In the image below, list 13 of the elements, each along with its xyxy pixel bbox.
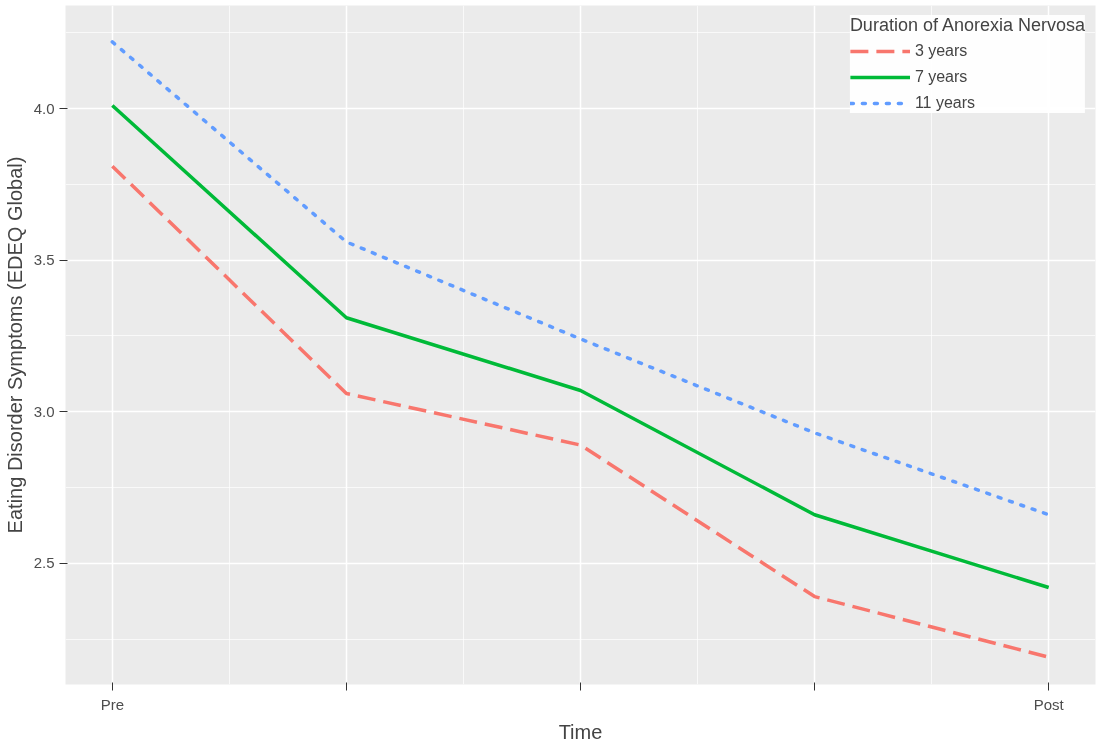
y-tick-label: 3.5 [33, 251, 55, 269]
x-tick-label: Post [1033, 695, 1065, 713]
legend-title: Duration of Anorexia Nervosa [849, 15, 1085, 36]
x-tick-label: Pre [100, 695, 124, 713]
legend-label: 7 years [914, 68, 968, 86]
y-tick-label: 2.5 [33, 554, 55, 572]
legend-label: 3 years [914, 42, 968, 60]
y-tick-label: 4.0 [33, 99, 55, 117]
line-series [110, 40, 1051, 517]
legend-label: 11 years [914, 94, 976, 112]
y-tick-label: 3.0 [33, 402, 55, 420]
x-axis-title: Time [558, 720, 603, 743]
y-axis-title: Eating Disorder Symptoms (EDEQ Global) [3, 156, 26, 534]
